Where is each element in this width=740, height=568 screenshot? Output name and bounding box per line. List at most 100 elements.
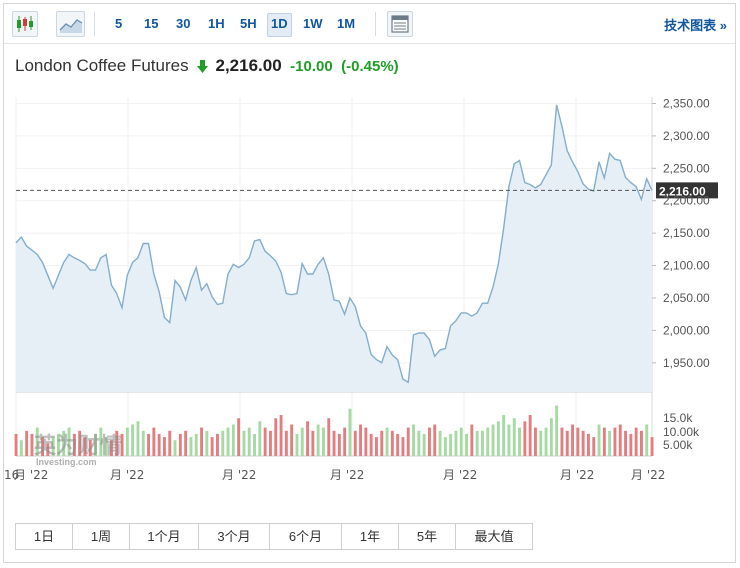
timeframe-1d[interactable]: 1D xyxy=(267,13,292,37)
volume-bar xyxy=(337,433,341,456)
volume-bar xyxy=(157,433,161,456)
volume-bar xyxy=(507,424,511,456)
volume-bar xyxy=(486,427,490,456)
x-tick-label: 月 '22 xyxy=(560,468,594,482)
volume-bar xyxy=(216,433,219,456)
volume-bar xyxy=(322,427,325,456)
volume-bar xyxy=(475,430,479,456)
volume-bar xyxy=(359,424,362,456)
technical-chart-link[interactable]: 技术图表 » xyxy=(664,18,727,33)
volume-bar xyxy=(67,427,71,456)
timeframe-5[interactable]: 5 xyxy=(115,16,123,31)
volume-bar xyxy=(465,433,468,456)
volume-bar xyxy=(375,437,378,456)
range-1-month[interactable]: 1个月 xyxy=(129,523,199,550)
last-price: 2,216.00 xyxy=(215,56,282,75)
volume-bar xyxy=(104,437,108,456)
volume-bar xyxy=(57,433,60,456)
volume-bar xyxy=(120,433,124,456)
volume-bar xyxy=(41,437,44,456)
volume-bar xyxy=(173,440,177,456)
range-1-day[interactable]: 1日 xyxy=(15,523,73,550)
volume-bar xyxy=(94,433,97,456)
candlestick-chart-icon[interactable] xyxy=(12,11,38,37)
volume-bar xyxy=(46,443,50,456)
volume-bar xyxy=(443,437,447,456)
volume-bar xyxy=(99,427,103,456)
volume-bar xyxy=(549,418,553,456)
volume-bar xyxy=(194,433,198,456)
timeframe-5h[interactable]: 5H xyxy=(240,16,257,31)
volume-bar xyxy=(491,424,495,456)
current-price-tag xyxy=(656,182,718,199)
volume-bar xyxy=(25,430,29,456)
volume-bar xyxy=(115,430,119,456)
volume-bar xyxy=(141,430,145,456)
y-tick-label: 1,950.00 xyxy=(663,356,710,370)
price-area xyxy=(16,104,652,393)
volume-bar xyxy=(353,430,357,456)
volume-bar xyxy=(502,415,506,456)
volume-bar xyxy=(528,415,532,456)
volume-bar xyxy=(428,427,431,456)
volume-bar xyxy=(88,440,92,456)
volume-bar xyxy=(110,440,113,456)
volume-bar xyxy=(518,427,521,456)
range-3-months[interactable]: 3个月 xyxy=(198,523,270,550)
volume-bar xyxy=(189,437,193,456)
volume-bar xyxy=(290,424,294,456)
volume-bar xyxy=(470,424,474,456)
instrument-name: London Coffee Futures xyxy=(15,56,189,75)
price-change-percent: (-0.45%) xyxy=(341,57,399,75)
x-tick-label: 月 '22 xyxy=(330,468,364,482)
volume-bar xyxy=(380,430,384,456)
volume-bar xyxy=(200,427,203,456)
volume-tick-label: 15.0k xyxy=(663,411,693,425)
volume-bar xyxy=(560,427,564,456)
volume-bar xyxy=(534,427,537,456)
area-chart-icon[interactable] xyxy=(56,11,85,37)
range-1-week[interactable]: 1周 xyxy=(72,523,130,550)
y-tick-label: 2,000.00 xyxy=(663,323,710,337)
volume-bar xyxy=(19,440,23,456)
instrument-header: London Coffee Futures 2,216.00 -10.00 (-… xyxy=(15,56,399,80)
chart-toolbar: 5 15 30 1H 5H 1D 1W 1M 技术图表 » xyxy=(4,4,735,44)
volume-bar xyxy=(78,430,82,456)
volume-bar xyxy=(279,415,283,456)
watermark-en: Investing.com xyxy=(36,457,97,467)
y-tick-label: 2,050.00 xyxy=(663,291,710,305)
volume-bar xyxy=(438,430,442,456)
volume-bar xyxy=(390,430,394,456)
timeframe-1m[interactable]: 1M xyxy=(337,16,356,31)
range-5-years[interactable]: 5年 xyxy=(398,523,456,550)
volume-bar xyxy=(544,427,548,456)
volume-tick-label: 10.00k xyxy=(663,425,700,439)
volume-bar xyxy=(269,430,272,456)
timeframe-30[interactable]: 30 xyxy=(176,16,191,31)
volume-bar xyxy=(295,433,299,456)
volume-bar xyxy=(231,424,235,456)
volume-bar xyxy=(253,433,256,456)
volume-bar xyxy=(412,424,415,456)
range-1-year[interactable]: 1年 xyxy=(341,523,399,550)
volume-bar xyxy=(306,421,309,456)
chart-widget: 5 15 30 1H 5H 1D 1W 1M 技术图表 » London Cof… xyxy=(3,3,736,563)
timeframe-1w[interactable]: 1W xyxy=(303,16,323,31)
y-tick-label: 2,250.00 xyxy=(663,161,710,175)
x-tick-label: 月 '22 xyxy=(14,468,48,482)
timeframe-15[interactable]: 15 xyxy=(144,16,159,31)
range-6-months[interactable]: 6个月 xyxy=(269,523,342,550)
x-tick-label: 月 '22 xyxy=(222,468,256,482)
timeframe-1h[interactable]: 1H xyxy=(208,16,225,31)
y-tick-label: 2,100.00 xyxy=(663,259,710,273)
volume-bar xyxy=(35,427,39,456)
volume-bar xyxy=(237,418,241,456)
volume-tick-label: 5.00k xyxy=(663,438,693,452)
volume-bar xyxy=(226,427,230,456)
range-max[interactable]: 最大值 xyxy=(455,523,533,550)
volume-bar xyxy=(481,430,484,456)
data-table-icon[interactable] xyxy=(387,11,413,37)
volume-bar xyxy=(496,421,500,456)
volume-bar xyxy=(300,427,304,456)
